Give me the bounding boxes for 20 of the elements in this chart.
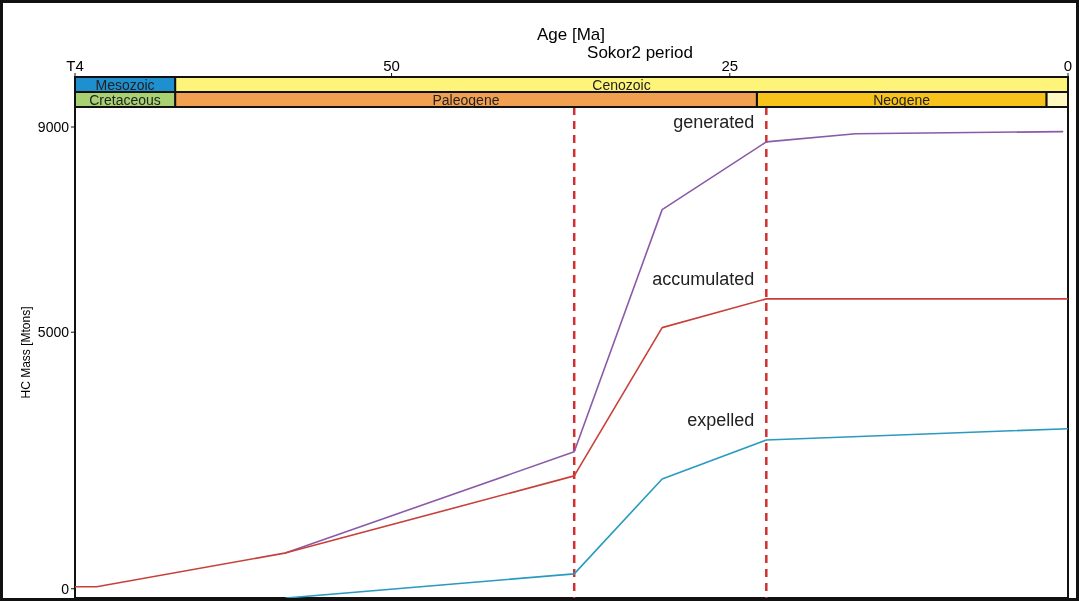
y-tick-label: 5000: [37, 324, 70, 341]
line-series: [75, 298, 1068, 588]
y-tick-label: 0: [61, 580, 70, 597]
data-label: Neogene: [873, 91, 931, 108]
series-label: expelled: [687, 409, 755, 430]
data-label: Paleogene: [432, 91, 500, 108]
data-label: Mesozoic: [95, 76, 155, 93]
chart-title: Sokor2 period: [587, 43, 693, 62]
data-label: Cretaceous: [89, 91, 161, 108]
series-label: generated: [673, 111, 755, 132]
y-axis-title: HC Mass [Mtons]: [19, 306, 33, 399]
series-label: accumulated: [652, 268, 755, 289]
x-tick-label: 25: [721, 57, 739, 74]
x-tick-label: 0: [1063, 57, 1073, 74]
x-tick-label: 50: [383, 57, 400, 74]
x-tick-label: T4: [66, 57, 84, 74]
line-series: [285, 130, 1064, 554]
x-axis-title: Age [Ma]: [536, 25, 606, 44]
data-label: Cenozoic: [592, 76, 651, 93]
y-tick-label: 9000: [37, 119, 70, 136]
